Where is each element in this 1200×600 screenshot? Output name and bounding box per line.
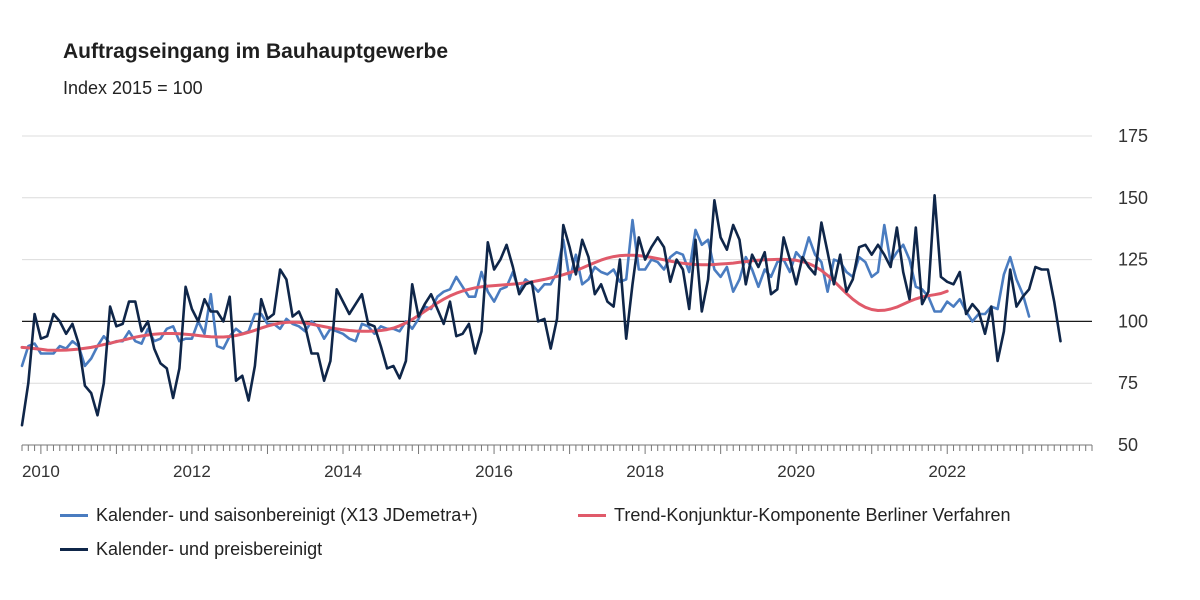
x-tick-label-2012: 2012 [173, 462, 211, 481]
x-tick-label-2014: 2014 [324, 462, 362, 481]
legend-label-saisonbereinigt: Kalender- und saisonbereinigt (X13 JDeme… [96, 505, 478, 525]
x-tick-label-2010: 2010 [22, 462, 60, 481]
x-tick-label-2020: 2020 [777, 462, 815, 481]
legend-item-trend: Trend-Konjunktur-Komponente Berliner Ver… [578, 505, 1011, 526]
legend-label-trend: Trend-Konjunktur-Komponente Berliner Ver… [614, 505, 1011, 525]
legend-swatch-trend [578, 514, 606, 517]
series-line-saisonbereinigt [20, 218, 1031, 368]
y-tick-label-125: 125 [1118, 250, 1148, 270]
y-tick-label-75: 75 [1118, 373, 1138, 393]
series-line-preisbereinigt [20, 194, 1062, 427]
legend-label-preisbereinigt: Kalender- und preisbereinigt [96, 539, 323, 559]
chart-title: Auftragseingang im Bauhauptgewerbe [63, 40, 449, 63]
y-tick-label-175: 175 [1118, 126, 1148, 146]
x-tick-label-2016: 2016 [475, 462, 513, 481]
y-tick-label-50: 50 [1118, 435, 1138, 455]
y-tick-label-100: 100 [1118, 311, 1148, 331]
legend-item-preisbereinigt: Kalender- und preisbereinigt [60, 539, 322, 560]
x-tick-label-2018: 2018 [626, 462, 664, 481]
x-axis: 2010 2012 2014 2016 2018 2020 2022 [21, 444, 1093, 481]
chart-subtitle: Index 2015 = 100 [63, 78, 203, 98]
legend-swatch-preisbereinigt [60, 548, 88, 551]
legend-swatch-saisonbereinigt [60, 514, 88, 517]
series-lines [20, 194, 1062, 427]
y-axis: 50 75 100 125 150 175 [1118, 126, 1148, 455]
y-tick-label-150: 150 [1118, 188, 1148, 208]
x-tick-label-2022: 2022 [928, 462, 966, 481]
legend-item-saisonbereinigt: Kalender- und saisonbereinigt (X13 JDeme… [60, 505, 478, 526]
